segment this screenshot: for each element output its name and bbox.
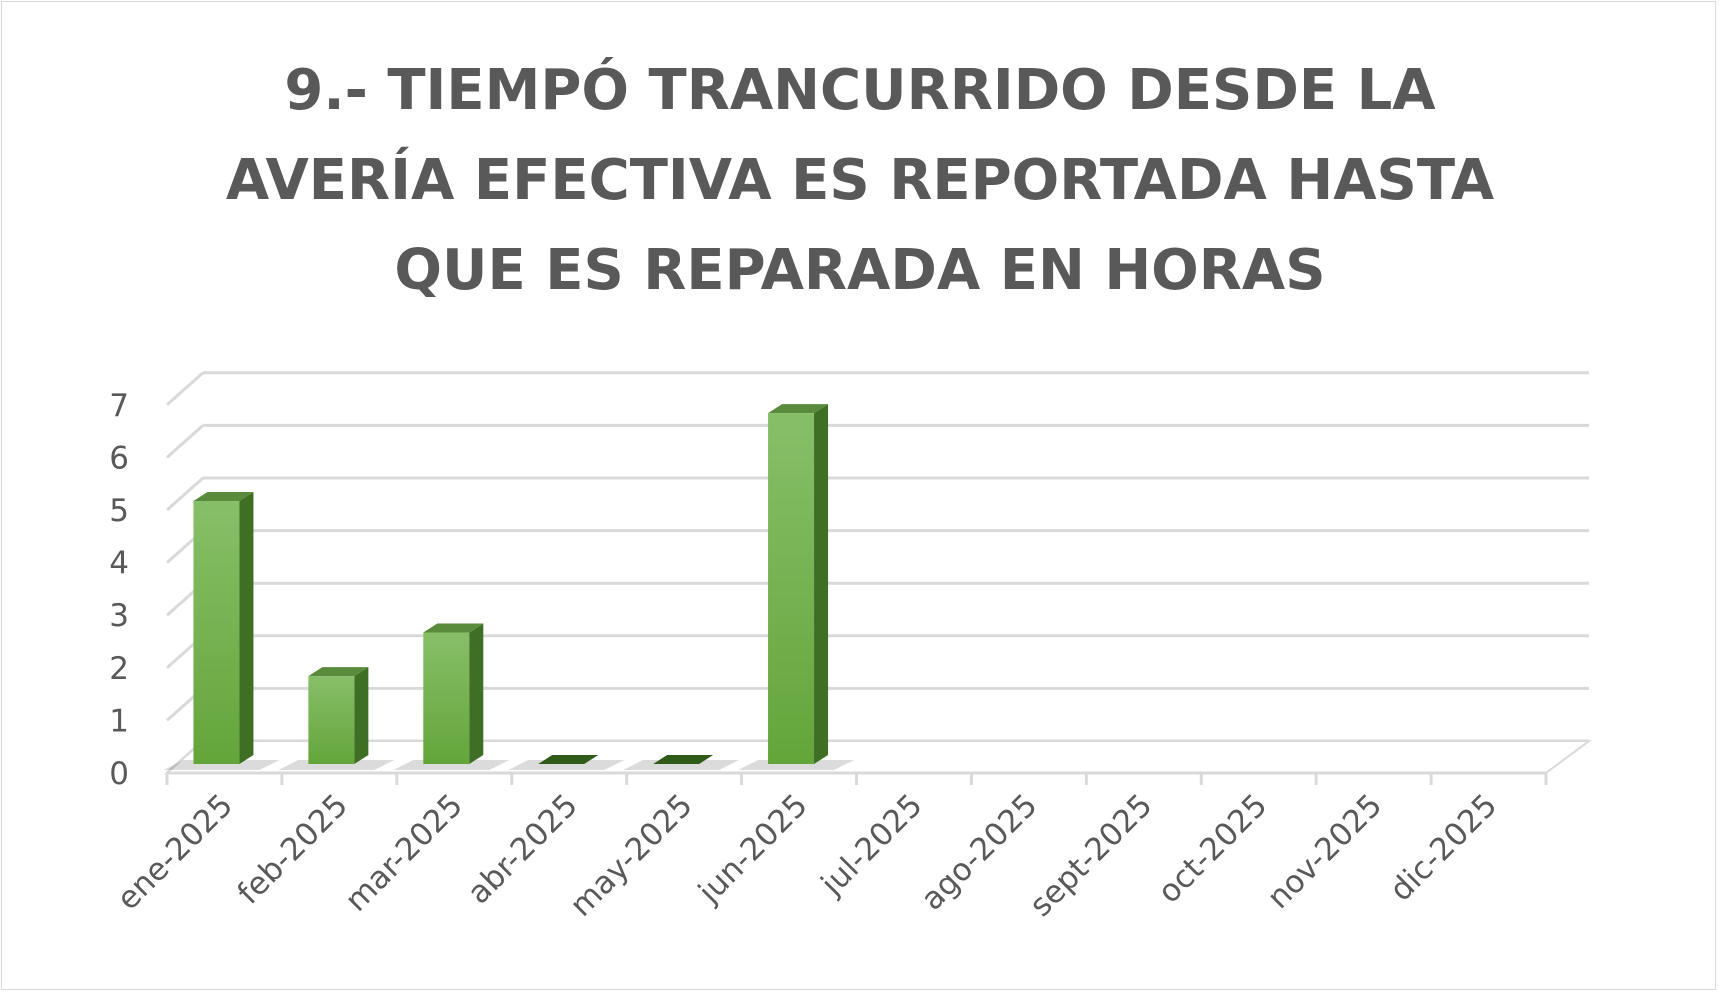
y-tick-label: 5 [109,493,129,529]
floor-plane [164,740,1593,774]
bar-side [814,404,829,764]
x-tick-label: dic-2025 [1383,787,1504,908]
bar-feb-2025 [278,667,395,770]
bar-side [354,667,369,764]
bar-top [193,492,254,501]
x-tick-label: jul-2025 [814,787,930,903]
bar-top [423,623,484,633]
x-tick-label: nov-2025 [1260,787,1389,916]
gridline-side [166,476,204,512]
bar-top [538,755,599,764]
x-tick-label: feb-2025 [231,787,355,911]
x-tick-label: oct-2025 [1151,787,1274,910]
bar-side [469,623,484,764]
chart-title: 9.- TIEMPÓ TRANCURRIDO DESDE LA AVERÍA E… [160,46,1560,316]
bar-top [308,667,369,677]
bars [163,404,855,770]
y-tick-label: 3 [109,598,129,634]
y-tick-label: 1 [109,703,129,739]
x-tick-label: ene-2025 [110,787,240,917]
gridline-side [166,371,204,406]
bar-shadow [163,760,280,770]
bar-shadow [278,760,395,770]
y-tick-label: 0 [109,756,129,792]
x-tick-label: jun-2025 [691,787,815,911]
bar-front [193,501,240,764]
x-tick-label: mar-2025 [338,787,470,919]
bar-shadow [623,760,740,770]
y-tick-label: 4 [109,546,129,582]
gridlines [166,371,1589,775]
chart-title-line-2: AVERÍA EFECTIVA ES REPORTADA HASTA [225,148,1495,213]
bar-shadow [738,760,855,770]
x-tick-label: sept-2025 [1023,787,1160,924]
bar-jun-2025 [738,404,855,770]
bar-may-2025 [623,755,740,770]
bar-mar-2025 [393,623,510,770]
y-tick-label: 7 [109,388,129,424]
chart-title-line-3: QUE ES REPARADA EN HORAS [394,238,1326,303]
y-tick-label: 6 [109,440,129,476]
chart-floor [164,740,1593,774]
bar-abr-2025 [508,755,625,770]
bar-top [768,404,829,414]
x-tick-label: may-2025 [563,787,700,924]
chart-title-line-1: 9.- TIEMPÓ TRANCURRIDO DESDE LA [284,58,1436,123]
bar-front [308,676,355,764]
bar-ene-2025 [163,492,280,770]
bar-top [653,755,714,764]
bar-front [423,632,470,764]
bar-front [768,413,815,764]
bar-shadow [393,760,510,770]
y-tick-label: 2 [109,651,129,687]
bar-shadow [508,760,625,770]
axes [165,771,1548,785]
gridline-side [166,424,204,459]
x-tick-label: abr-2025 [461,787,585,911]
bar-side [239,492,254,764]
